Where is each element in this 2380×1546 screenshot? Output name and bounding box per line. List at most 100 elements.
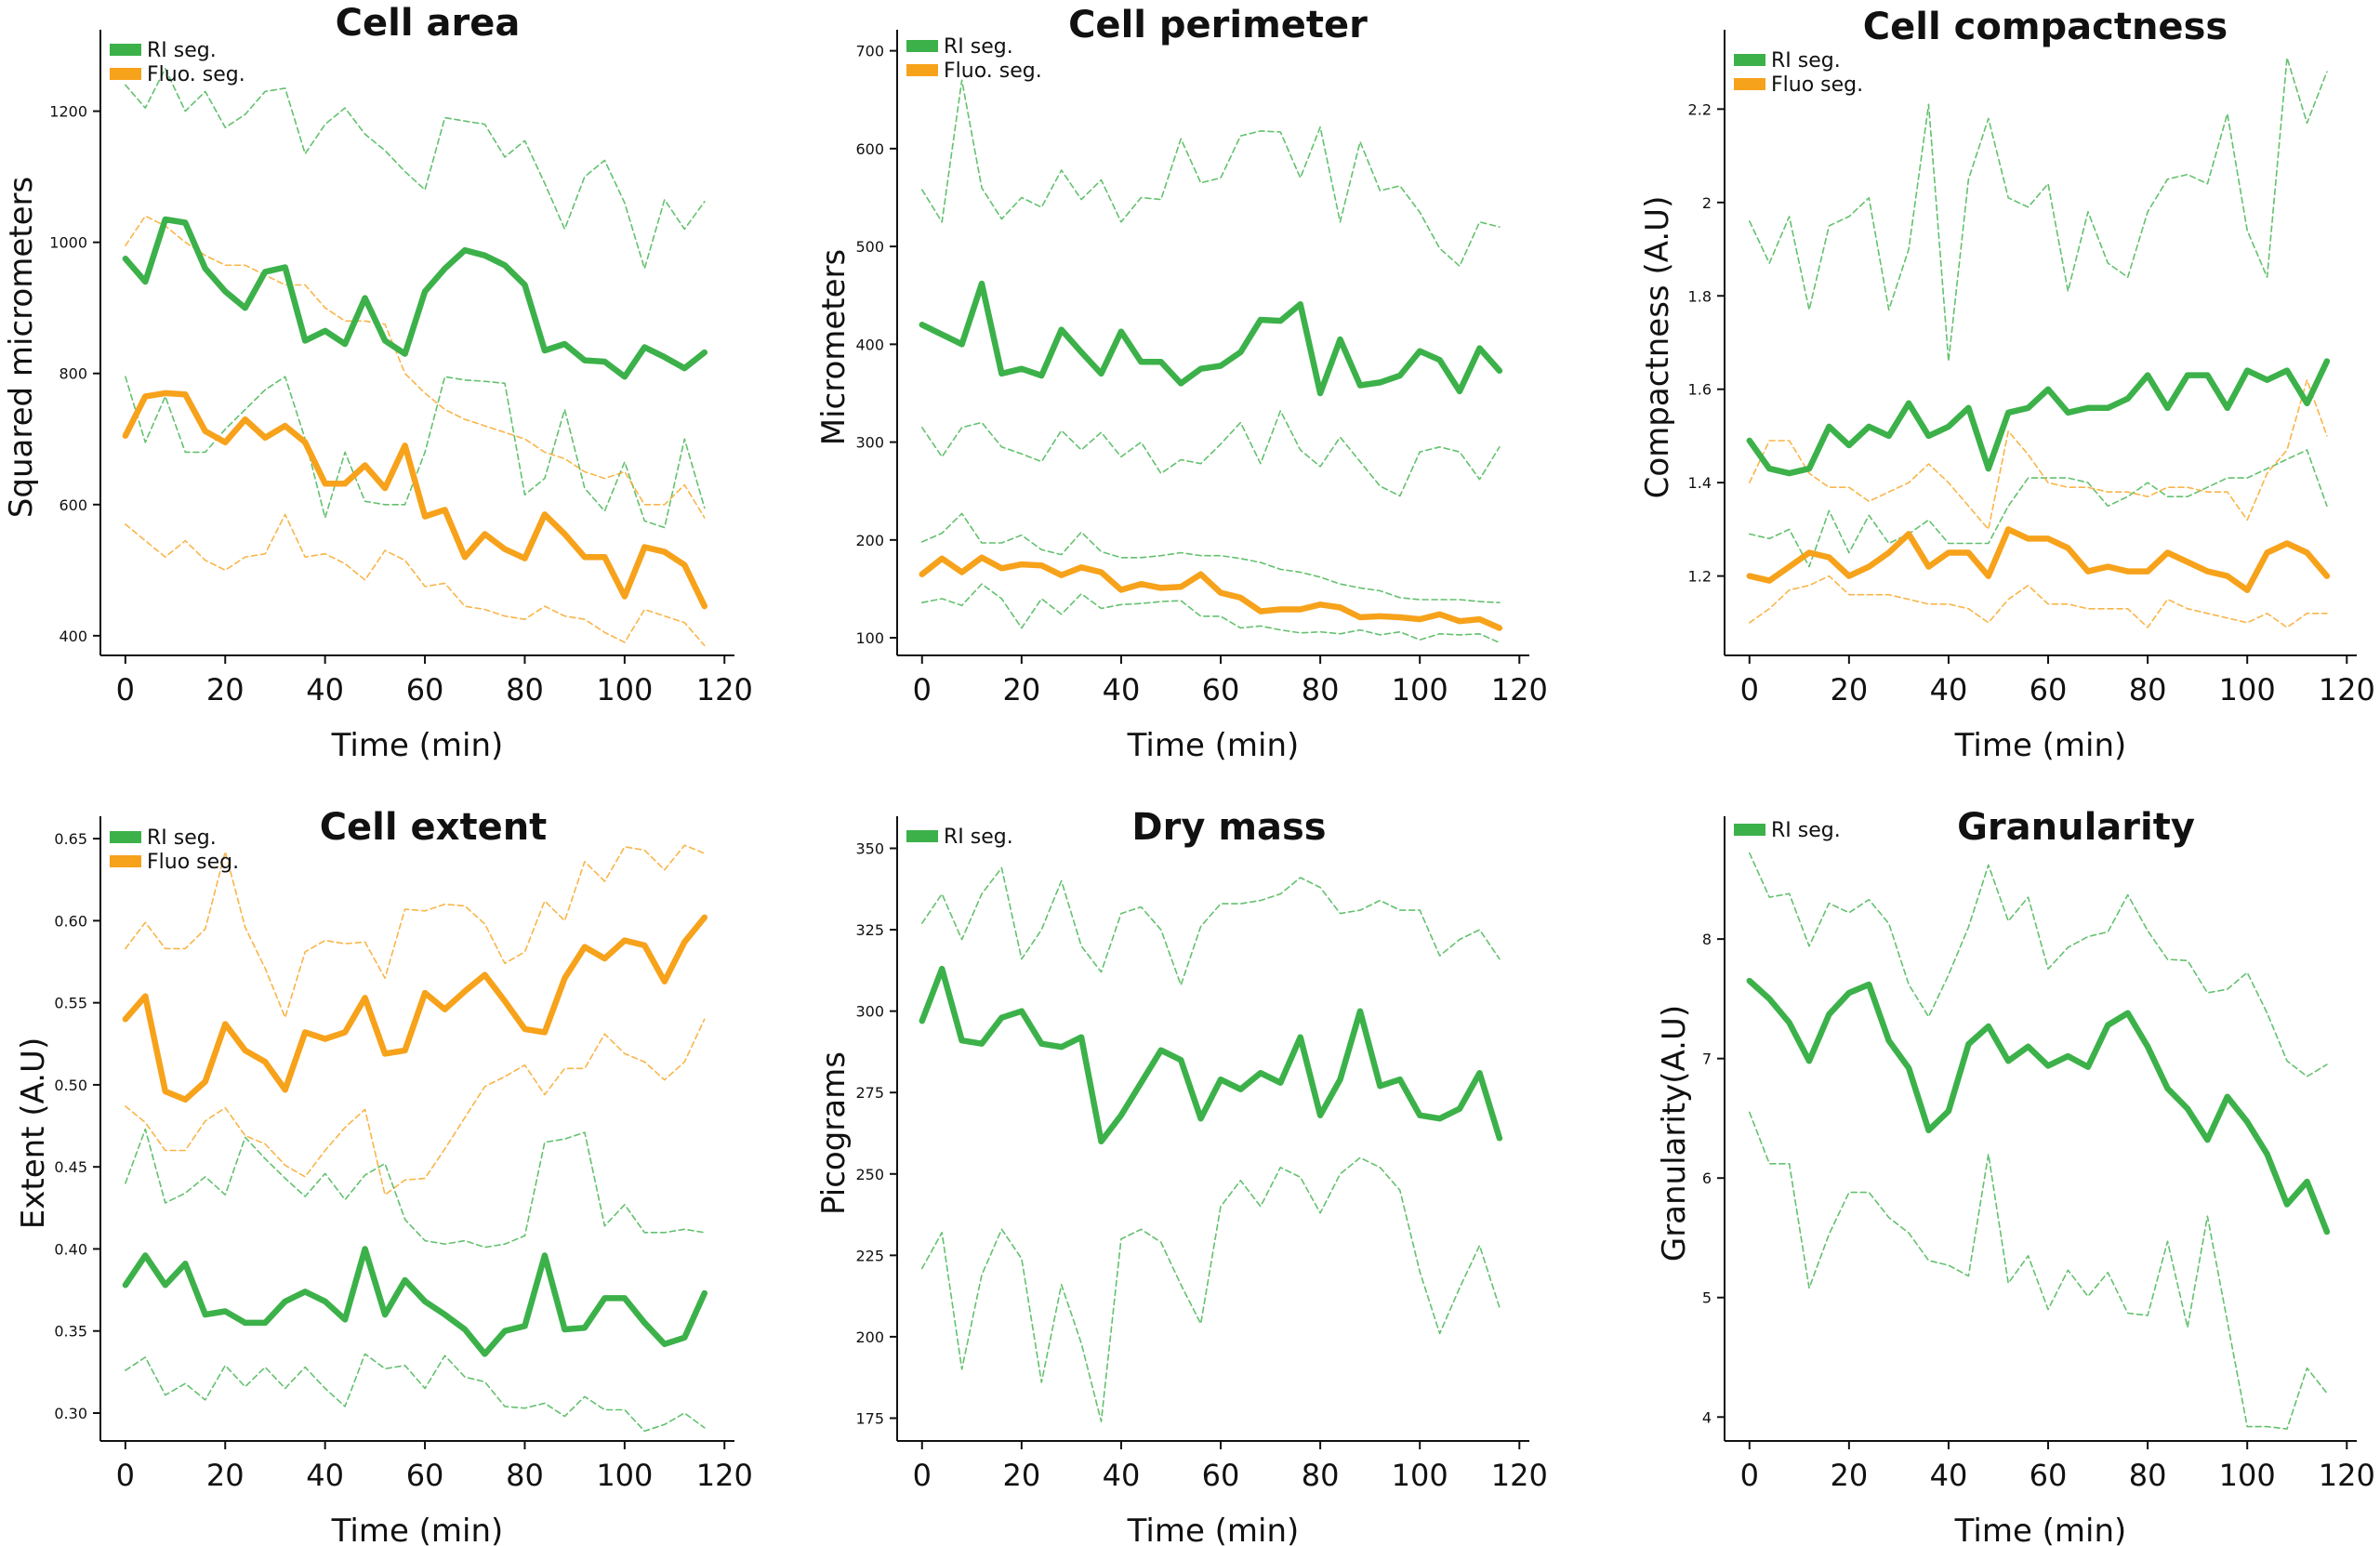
x-axis-label: Time (min) xyxy=(1954,727,2127,764)
y-tick-label: 0.55 xyxy=(54,995,87,1012)
x-tick-label: 20 xyxy=(1830,1458,1868,1493)
series-mean-line xyxy=(919,965,1503,1145)
y-axis-label: Granularity(A.U) xyxy=(1656,1005,1693,1262)
y-axis-label: Micrometers xyxy=(815,249,853,446)
x-tick-label: 0 xyxy=(116,1458,135,1493)
x-tick-label: 20 xyxy=(1002,672,1040,707)
y-tick-label: 8 xyxy=(1702,931,1712,948)
series-mean-line xyxy=(122,914,708,1103)
x-tick-label: 120 xyxy=(1491,1458,1548,1493)
chart-panel: 0 20 40 60 80 100 120 400 600 800 1000 1200 Cell are… xyxy=(3,2,753,764)
x-axis-label: Time (min) xyxy=(1127,1513,1300,1546)
x-tick-label: 80 xyxy=(506,1458,544,1493)
y-tick-label: 6 xyxy=(1702,1169,1712,1187)
legend-label: RI seg. xyxy=(147,826,217,850)
series-band-line xyxy=(1749,378,2328,531)
y-tick-label: 2.2 xyxy=(1688,100,1712,118)
y-tick-label: 200 xyxy=(855,532,884,549)
series-mean-line xyxy=(1746,526,2331,593)
series-mean-line xyxy=(919,554,1503,631)
x-tick-label: 40 xyxy=(1930,1458,1968,1493)
y-tick-label: 325 xyxy=(855,921,884,939)
y-tick-label: 350 xyxy=(855,840,884,858)
x-tick-label: 120 xyxy=(2319,672,2375,707)
y-tick-label: 600 xyxy=(855,140,884,158)
y-axis-label: Compactness (A.U) xyxy=(1639,196,1676,499)
legend-swatch xyxy=(110,831,141,843)
x-tick-label: 100 xyxy=(596,1458,653,1493)
y-tick-label: 0.50 xyxy=(54,1077,87,1094)
x-tick-label: 20 xyxy=(206,672,245,707)
x-tick-label: 120 xyxy=(1491,672,1548,707)
panel-title: Dry mass xyxy=(1131,806,1326,849)
x-tick-label: 40 xyxy=(306,1458,344,1493)
series-mean-line xyxy=(1746,977,2331,1235)
series-band-line xyxy=(125,67,706,270)
series-band-line xyxy=(125,376,706,529)
x-tick-label: 120 xyxy=(696,1458,753,1493)
legend-swatch xyxy=(1734,78,1765,90)
x-tick-label: 100 xyxy=(596,672,653,707)
x-tick-label: 60 xyxy=(406,672,444,707)
y-tick-label: 0.45 xyxy=(54,1158,87,1176)
x-tick-label: 60 xyxy=(2030,672,2068,707)
series-band-line xyxy=(920,583,1501,644)
x-axis-label: Time (min) xyxy=(1954,1513,2127,1546)
y-tick-label: 0.65 xyxy=(54,830,87,848)
x-tick-label: 100 xyxy=(2219,672,2276,707)
series-mean-line xyxy=(122,1246,708,1357)
y-tick-label: 400 xyxy=(855,336,884,353)
series-mean-line xyxy=(122,216,708,380)
series-band-line xyxy=(920,1156,1501,1422)
y-tick-label: 275 xyxy=(855,1084,884,1102)
y-tick-label: 800 xyxy=(59,365,87,383)
series-band-line xyxy=(920,410,1501,497)
x-tick-label: 20 xyxy=(1002,1458,1040,1493)
x-tick-label: 20 xyxy=(1830,672,1868,707)
x-tick-label: 80 xyxy=(506,672,544,707)
legend-label: RI seg. xyxy=(944,826,1013,849)
y-tick-label: 1.8 xyxy=(1688,287,1712,305)
y-tick-label: 300 xyxy=(855,434,884,452)
series-band-line xyxy=(125,1018,706,1196)
y-tick-label: 0.40 xyxy=(54,1240,87,1258)
x-tick-label: 60 xyxy=(406,1458,444,1493)
x-tick-label: 40 xyxy=(1930,672,1968,707)
y-tick-label: 100 xyxy=(855,629,884,647)
series-band-line xyxy=(1749,1111,2328,1430)
x-tick-label: 0 xyxy=(1740,1458,1759,1493)
x-tick-label: 40 xyxy=(1103,1458,1141,1493)
x-tick-label: 120 xyxy=(2319,1458,2375,1493)
y-tick-label: 1.2 xyxy=(1688,568,1712,586)
panel-title: Cell area xyxy=(336,2,521,45)
series-mean-line xyxy=(1746,358,2331,477)
series-band-line xyxy=(125,513,706,647)
legend-swatch xyxy=(110,68,141,80)
series-band-line xyxy=(125,215,706,519)
series-band-line xyxy=(1749,57,2328,363)
y-tick-label: 5 xyxy=(1702,1289,1712,1307)
x-tick-label: 0 xyxy=(913,672,932,707)
series-band-line xyxy=(1749,575,2328,628)
x-tick-label: 120 xyxy=(696,672,753,707)
panel-title: Cell perimeter xyxy=(1068,4,1368,46)
x-tick-label: 60 xyxy=(1202,672,1240,707)
legend-label: Fluo seg. xyxy=(147,851,239,874)
y-axis-label: Picograms xyxy=(815,1051,853,1215)
legend-swatch xyxy=(906,64,938,76)
x-tick-label: 40 xyxy=(1103,672,1141,707)
y-tick-label: 1200 xyxy=(49,103,87,121)
y-tick-label: 1000 xyxy=(49,234,87,252)
legend-label: Fluo seg. xyxy=(1771,73,1863,97)
legend-swatch xyxy=(906,40,938,52)
x-tick-label: 40 xyxy=(306,672,344,707)
legend-label: RI seg. xyxy=(1771,819,1841,842)
y-tick-label: 0.60 xyxy=(54,912,87,930)
x-tick-label: 80 xyxy=(1302,672,1340,707)
legend-label: RI seg. xyxy=(1771,49,1841,73)
x-tick-label: 60 xyxy=(2030,1458,2068,1493)
x-axis-label: Time (min) xyxy=(331,727,504,764)
series-mean-line xyxy=(122,390,708,610)
legend-swatch xyxy=(906,830,938,842)
